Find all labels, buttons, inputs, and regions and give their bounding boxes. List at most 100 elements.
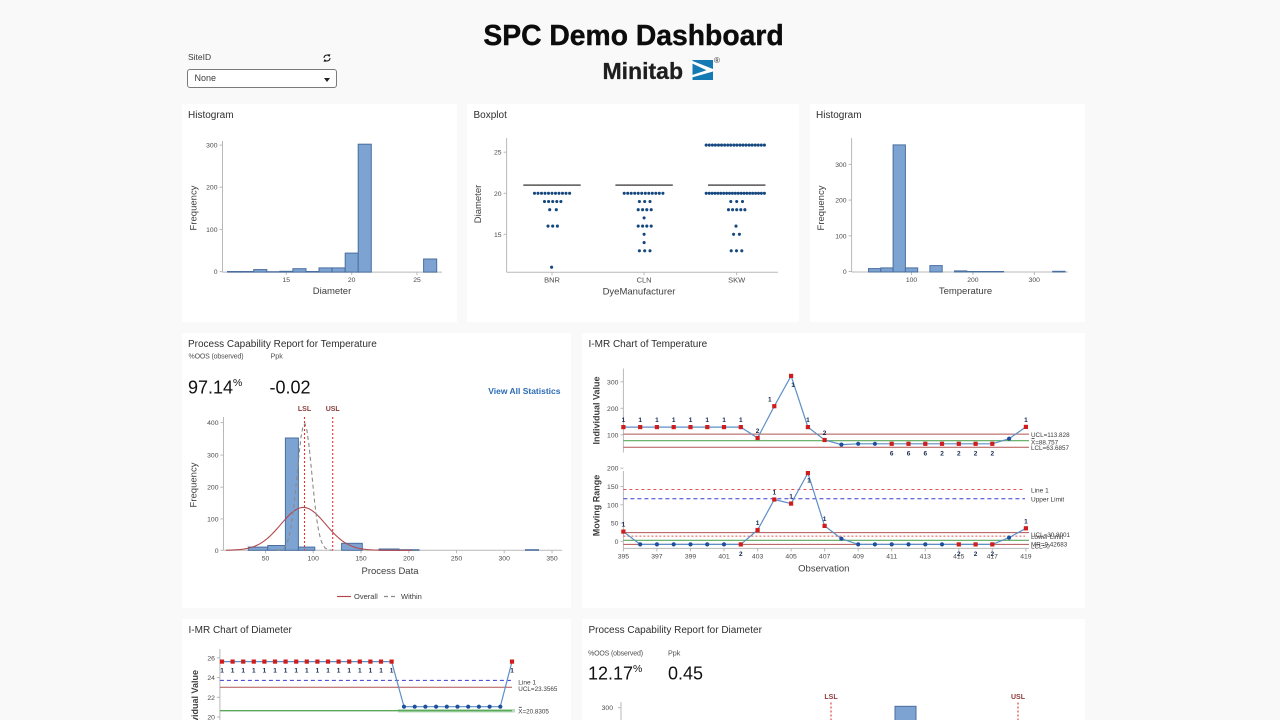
svg-text:401: 401 [718, 553, 730, 560]
svg-text:1: 1 [347, 667, 351, 674]
svg-text:Line 1: Line 1 [1031, 487, 1049, 494]
svg-text:200: 200 [403, 555, 415, 562]
svg-text:1: 1 [705, 417, 709, 424]
svg-text:407: 407 [819, 553, 831, 560]
svg-text:97.14%: 97.14% [188, 377, 242, 398]
svg-text:Temperature: Temperature [938, 286, 991, 297]
svg-text:100: 100 [207, 516, 219, 523]
svg-text:411: 411 [886, 553, 897, 560]
svg-text:2: 2 [940, 450, 944, 457]
svg-text:1: 1 [768, 396, 772, 403]
svg-text:%OOS (observed): %OOS (observed) [188, 353, 243, 360]
svg-text:6: 6 [890, 450, 894, 457]
svg-text:25: 25 [413, 277, 421, 284]
svg-text:%OOS (observed): %OOS (observed) [588, 650, 643, 657]
svg-text:X=20.8305: X=20.8305 [518, 708, 549, 715]
svg-text:25: 25 [494, 149, 502, 156]
svg-text:300: 300 [498, 555, 510, 562]
svg-text:1: 1 [379, 667, 383, 674]
svg-text:Lower Limit: Lower Limit [1031, 534, 1063, 541]
svg-text:300: 300 [835, 161, 847, 168]
svg-text:100: 100 [607, 502, 619, 509]
svg-text:UCL=113.828: UCL=113.828 [1031, 432, 1070, 439]
svg-text:Individual Value: Individual Value [592, 376, 602, 444]
svg-text:200: 200 [967, 277, 979, 284]
svg-text:413: 413 [920, 553, 932, 560]
svg-text:1: 1 [791, 381, 795, 388]
svg-text:LCL=0: LCL=0 [1031, 543, 1050, 550]
svg-text:20: 20 [494, 190, 502, 197]
svg-text:1: 1 [756, 520, 760, 527]
svg-text:1: 1 [510, 667, 514, 674]
svg-text:1: 1 [689, 417, 693, 424]
svg-text:200: 200 [835, 197, 847, 204]
svg-text:2: 2 [756, 428, 760, 435]
svg-text:1: 1 [390, 667, 394, 674]
svg-text:300: 300 [1028, 277, 1040, 284]
svg-text:100: 100 [607, 432, 619, 439]
svg-text:1: 1 [294, 667, 298, 674]
svg-text:0.45: 0.45 [668, 663, 703, 683]
svg-text:6: 6 [907, 450, 911, 457]
svg-text:397: 397 [651, 553, 663, 560]
svg-text:0: 0 [842, 269, 846, 276]
svg-text:1: 1 [305, 667, 309, 674]
svg-text:417: 417 [987, 553, 999, 560]
svg-text:Frequency: Frequency [188, 462, 199, 507]
svg-text:BNR: BNR [544, 275, 560, 284]
svg-text:1: 1 [789, 493, 793, 500]
svg-text:300: 300 [607, 379, 619, 386]
svg-text:0: 0 [213, 269, 217, 276]
svg-text:Moving Range: Moving Range [592, 474, 602, 536]
svg-text:1: 1 [655, 417, 659, 424]
svg-text:LSL: LSL [297, 406, 311, 413]
svg-text:1: 1 [622, 417, 626, 424]
svg-text:6: 6 [923, 450, 927, 457]
svg-text:Diameter: Diameter [312, 286, 351, 297]
svg-text:LSL: LSL [824, 694, 838, 701]
svg-text:1: 1 [358, 667, 362, 674]
svg-text:300: 300 [206, 142, 218, 149]
svg-text:1: 1 [739, 417, 743, 424]
svg-text:15: 15 [494, 231, 502, 238]
svg-text:405: 405 [785, 553, 797, 560]
svg-text:Frequency: Frequency [188, 185, 199, 230]
svg-text:409: 409 [853, 553, 865, 560]
svg-text:419: 419 [1020, 553, 1032, 560]
svg-text:100: 100 [835, 233, 847, 240]
svg-text:DyeManufacturer: DyeManufacturer [603, 286, 676, 297]
svg-text:1: 1 [672, 417, 676, 424]
svg-text:1: 1 [337, 667, 341, 674]
svg-text:0: 0 [615, 538, 619, 545]
svg-text:15: 15 [282, 277, 290, 284]
svg-text:MR=9.42683: MR=9.42683 [1031, 541, 1068, 548]
svg-text:22: 22 [207, 695, 215, 702]
svg-text:100: 100 [307, 555, 319, 562]
svg-text:1: 1 [369, 667, 373, 674]
svg-text:200: 200 [206, 184, 218, 191]
svg-text:Line 1: Line 1 [518, 679, 536, 686]
svg-text:250: 250 [450, 555, 462, 562]
svg-text:2: 2 [739, 550, 743, 557]
svg-text:Observation: Observation [798, 563, 849, 574]
svg-text:Within: Within [401, 592, 422, 601]
svg-text:1: 1 [823, 515, 827, 522]
svg-text:1: 1 [638, 417, 642, 424]
svg-text:View All Statistics: View All Statistics [488, 386, 561, 396]
svg-text:399: 399 [685, 553, 697, 560]
svg-text:350: 350 [546, 555, 558, 562]
svg-text:Diameter: Diameter [473, 184, 484, 223]
svg-text:24: 24 [207, 675, 215, 682]
svg-text:0: 0 [214, 547, 218, 554]
svg-text:1: 1 [231, 667, 235, 674]
svg-text:1: 1 [622, 521, 626, 528]
svg-text:1: 1 [220, 667, 224, 674]
svg-text:2: 2 [957, 550, 961, 557]
svg-text:1: 1 [241, 667, 245, 674]
svg-text:50: 50 [261, 555, 269, 562]
svg-text:395: 395 [618, 553, 630, 560]
svg-text:300: 300 [602, 705, 614, 712]
svg-text:1: 1 [807, 477, 811, 484]
svg-text:1: 1 [806, 417, 810, 424]
svg-text:1: 1 [722, 417, 726, 424]
